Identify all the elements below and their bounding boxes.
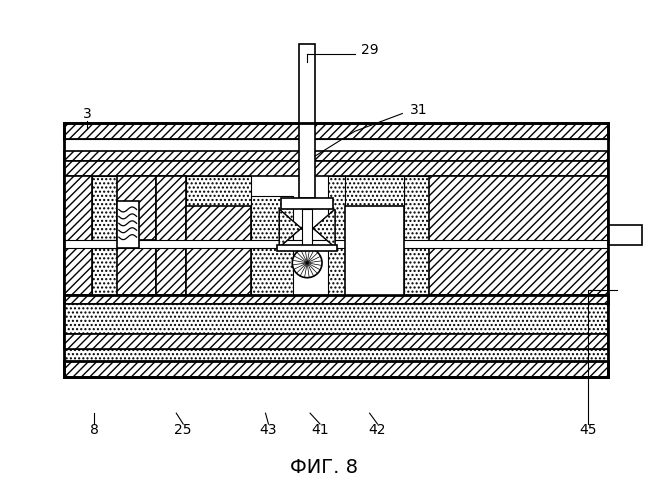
Bar — [404, 176, 429, 294]
Bar — [251, 196, 294, 294]
Bar — [302, 210, 312, 247]
Bar — [92, 176, 117, 240]
Polygon shape — [279, 210, 302, 247]
Text: 42: 42 — [369, 423, 386, 437]
Bar — [281, 198, 333, 209]
Bar — [64, 124, 608, 376]
Bar — [328, 176, 408, 294]
Bar — [117, 176, 156, 240]
Bar — [429, 176, 608, 294]
Bar — [277, 245, 337, 251]
Polygon shape — [312, 210, 335, 247]
Bar — [186, 206, 251, 294]
Bar — [345, 176, 404, 206]
Bar — [64, 294, 608, 304]
Text: ФИГ. 8: ФИГ. 8 — [290, 458, 358, 477]
Bar — [64, 304, 608, 334]
Bar — [64, 151, 608, 161]
Bar — [117, 200, 139, 248]
Text: 25: 25 — [174, 423, 192, 437]
Text: 29: 29 — [361, 43, 378, 57]
Bar — [186, 176, 251, 206]
Polygon shape — [279, 210, 302, 247]
Text: 3: 3 — [83, 106, 91, 120]
Bar — [299, 44, 315, 198]
Bar — [64, 349, 608, 361]
Bar — [64, 334, 608, 349]
Text: 8: 8 — [89, 423, 98, 437]
Bar — [64, 176, 92, 294]
Text: 41: 41 — [311, 423, 329, 437]
Circle shape — [292, 248, 322, 278]
Bar — [117, 248, 156, 294]
Polygon shape — [312, 210, 335, 247]
Text: 45: 45 — [579, 423, 596, 437]
Bar — [64, 124, 608, 139]
Bar — [64, 240, 608, 248]
Bar — [345, 206, 404, 294]
Bar — [64, 361, 608, 376]
Text: 31: 31 — [410, 102, 428, 117]
Bar — [608, 226, 642, 245]
Bar — [92, 240, 117, 248]
Bar — [64, 139, 608, 151]
Bar — [64, 161, 608, 176]
Bar — [156, 176, 186, 294]
Bar — [92, 248, 117, 294]
Text: 43: 43 — [260, 423, 277, 437]
